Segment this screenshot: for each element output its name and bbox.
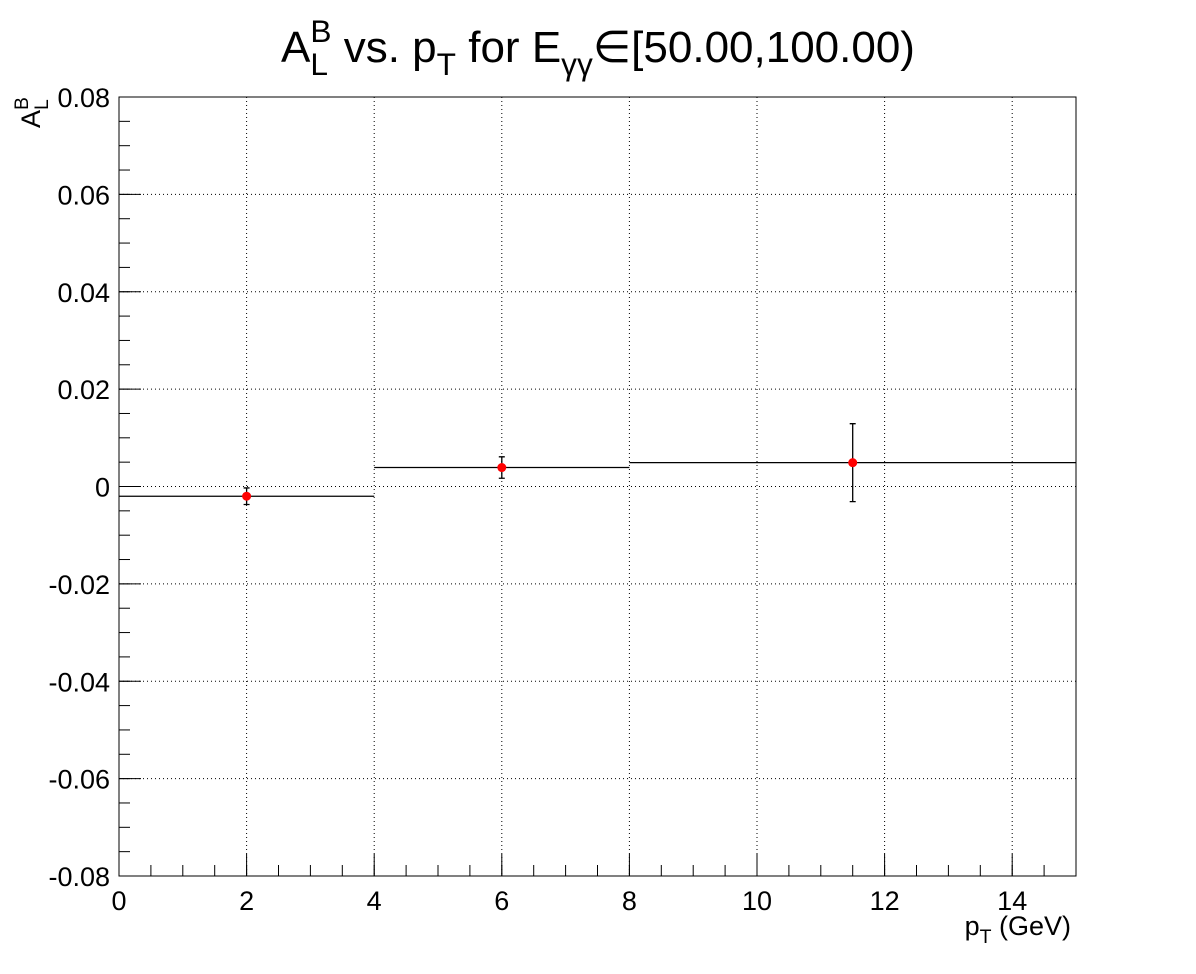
x-axis-label-part: p (965, 911, 980, 941)
y-tick-label: -0.06 (48, 765, 110, 795)
y-tick-label: 0.06 (57, 180, 110, 210)
data-point (242, 491, 252, 501)
x-tick-label: 8 (622, 886, 637, 916)
x-tick-label: 0 (111, 886, 126, 916)
y-axis-label-part: B (11, 97, 33, 110)
y-tick-label: 0 (95, 473, 110, 503)
x-tick-label: 12 (870, 886, 900, 916)
chart-title-part: vs. p (332, 23, 437, 72)
chart-title-part: γγ (561, 46, 593, 82)
y-tick-label: 0.02 (57, 375, 110, 405)
y-axis-label-part: A (16, 110, 46, 128)
x-axis-label-part: (GeV) (991, 911, 1071, 941)
x-axis-label: pT (GeV) (965, 911, 1071, 948)
chart-title-part: T (437, 46, 456, 82)
x-tick-label: 10 (742, 886, 772, 916)
y-tick-label: -0.02 (48, 570, 110, 600)
chart-title: ALB vs. pT for Eγγ∈[50.00,100.00) (281, 13, 915, 82)
x-tick-label: 2 (239, 886, 254, 916)
y-tick-label: -0.04 (48, 667, 110, 697)
x-tick-label: 14 (997, 886, 1027, 916)
y-tick-label: 0.04 (57, 278, 110, 308)
data-point (848, 458, 858, 468)
x-axis-label-part: T (980, 926, 992, 948)
y-axis-label: ALB (11, 97, 53, 128)
chart-title-part: B (310, 13, 331, 49)
data-point (497, 463, 507, 473)
chart-title-part: A (281, 23, 311, 72)
chart-title-part: L (310, 46, 328, 82)
chart-title-part: for E (456, 23, 561, 72)
y-axis-label-part: L (31, 99, 53, 110)
y-tick-label: 0.08 (57, 83, 110, 113)
x-tick-label: 6 (494, 886, 509, 916)
plot-frame (118, 96, 1077, 877)
chart-title-part: ∈[50.00,100.00) (593, 23, 915, 72)
y-tick-label: -0.08 (48, 862, 110, 892)
x-tick-label: 4 (367, 886, 382, 916)
